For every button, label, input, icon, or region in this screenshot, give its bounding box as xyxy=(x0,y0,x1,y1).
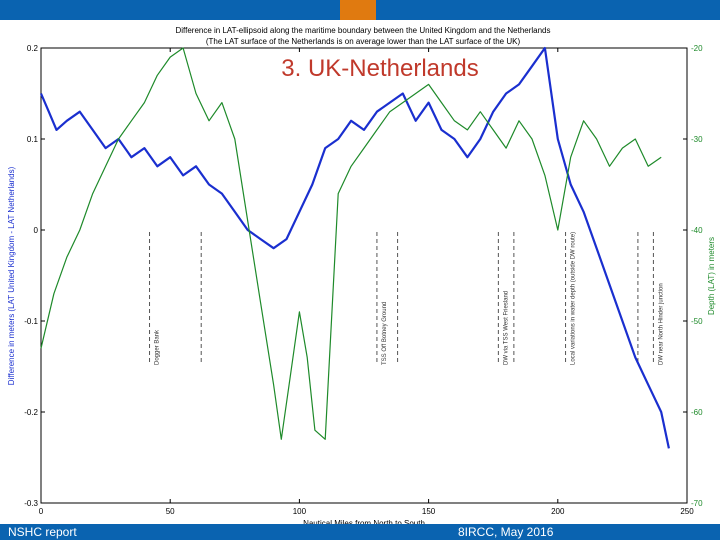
annotation-label: Dogger Bank xyxy=(155,329,161,365)
chart-title: Difference in LAT-ellipsoid along the ma… xyxy=(175,26,550,35)
y-tick-label-left: 0.1 xyxy=(27,135,39,144)
annotation-label: DW near North Hinder junction xyxy=(658,283,664,365)
x-axis-label: Nautical Miles from North to South xyxy=(303,519,425,528)
y-tick-label-right: -40 xyxy=(691,226,703,235)
axis-ticks: 0 50 100 150 200 250 -0.3 -0.2 -0.1 0 0.1 0.2 -70 -60… xyxy=(24,44,703,516)
x-tick-label: 250 xyxy=(680,507,694,516)
y-axis-label-left: Difference in meters (LAT United Kingdom… xyxy=(7,166,16,385)
x-tick-label: 100 xyxy=(293,507,307,516)
plot-area xyxy=(40,47,688,504)
annotations: Dogger Bank TSS Off Botney Ground DW via T… xyxy=(149,232,664,365)
y-tick-label-right: -70 xyxy=(691,499,703,508)
slide-title: 3. UK-Netherlands xyxy=(281,55,479,82)
x-tick-label: 50 xyxy=(166,507,175,516)
y-tick-label-left: -0.3 xyxy=(24,499,38,508)
annotation-label: DW via TSS West Friesland xyxy=(503,291,509,365)
y-tick-label-left: -0.1 xyxy=(24,317,38,326)
footer-conference-label: 8IRCC, May 2016 xyxy=(458,525,554,539)
y-axis-label-right: Depth (LAT) in meters xyxy=(707,237,716,315)
bottom-banner xyxy=(0,524,720,540)
x-tick-label: 150 xyxy=(422,507,436,516)
top-banner-accent xyxy=(340,0,376,20)
series-layer xyxy=(39,46,670,449)
y-tick-label-left: -0.2 xyxy=(24,408,38,417)
difference-series-line xyxy=(39,46,670,449)
footer-report-label: NSHC report xyxy=(8,525,77,539)
y-tick-label-left: 0.2 xyxy=(27,44,39,53)
x-tick-label: 0 xyxy=(39,507,44,516)
plot-frame xyxy=(40,47,688,504)
annotation-label: Local variations in water depth (outside… xyxy=(571,232,577,365)
y-tick-label-left: 0 xyxy=(34,226,39,235)
annotation-label: TSS Off Botney Ground xyxy=(382,302,388,365)
depth-series-line xyxy=(40,47,662,440)
y-tick-label-right: -60 xyxy=(691,408,703,417)
chart-subtitle: (The LAT surface of the Netherlands is o… xyxy=(206,37,521,46)
y-tick-label-right: -50 xyxy=(691,317,703,326)
x-tick-label: 200 xyxy=(551,507,565,516)
y-tick-label-right: -30 xyxy=(691,135,703,144)
y-tick-label-right: -20 xyxy=(691,44,703,53)
